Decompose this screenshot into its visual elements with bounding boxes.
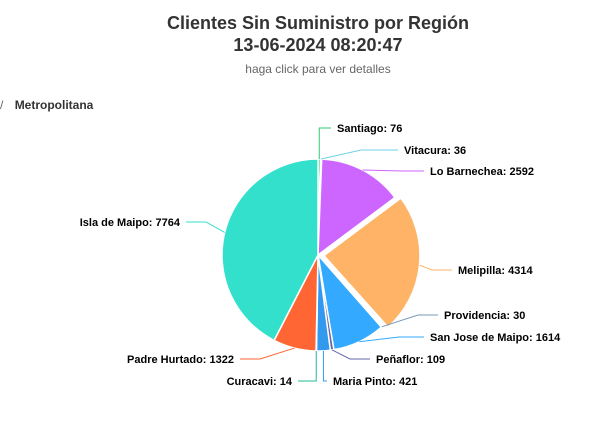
connector-penaflor [331,349,370,360]
breadcrumb[interactable]: / Metropolitana [0,98,93,112]
connector-san-jose-de-maipo [359,336,424,343]
connector-providencia [381,314,438,328]
connector-santiago [318,127,331,160]
pie-slice-lo-barnechea[interactable] [317,158,396,257]
data-label-melipilla[interactable]: Melipilla: 4314 [458,265,533,277]
breadcrumb-region[interactable]: Metropolitana [14,98,94,112]
data-label-curacavi[interactable]: Curacavi: 14 [227,376,293,388]
connector-padre-hurtado [240,347,295,360]
connector-isla-de-maipo [186,221,225,233]
data-label-santiago[interactable]: Santiago: 76 [337,123,402,135]
connector-maria-pinto [322,350,327,382]
chart-subtitle: haga click para ver detalles [245,62,391,76]
data-label-isla-de-maipo[interactable]: Isla de Maipo: 7764 [80,217,181,229]
data-label-lo-barnechea[interactable]: Lo Barnechea: 2592 [430,166,534,178]
chart-title-line2: 13-06-2024 08:20:47 [233,35,403,55]
connector-melipilla [419,264,452,271]
data-label-vitacura[interactable]: Vitacura: 36 [404,145,466,157]
data-label-maria-pinto[interactable]: Maria Pinto: 421 [333,376,417,388]
breadcrumb-separator: / [0,98,4,112]
pie-slices [221,158,421,352]
data-label-padre-hurtado[interactable]: Padre Hurtado: 1322 [127,354,234,366]
connector-vitacura [320,149,398,160]
chart-title: Clientes Sin Suministro por Región 13-06… [0,12,610,56]
chart-title-line1: Clientes Sin Suministro por Región [166,13,470,33]
connector-lo-barnechea [362,169,424,172]
data-label-san-jose-de-maipo[interactable]: San Jose de Maipo: 1614 [430,332,561,344]
data-label-penaflor[interactable]: Peñaflor: 109 [376,354,445,366]
connector-curacavi [298,350,317,382]
data-label-providencia[interactable]: Providencia: 30 [444,310,525,322]
